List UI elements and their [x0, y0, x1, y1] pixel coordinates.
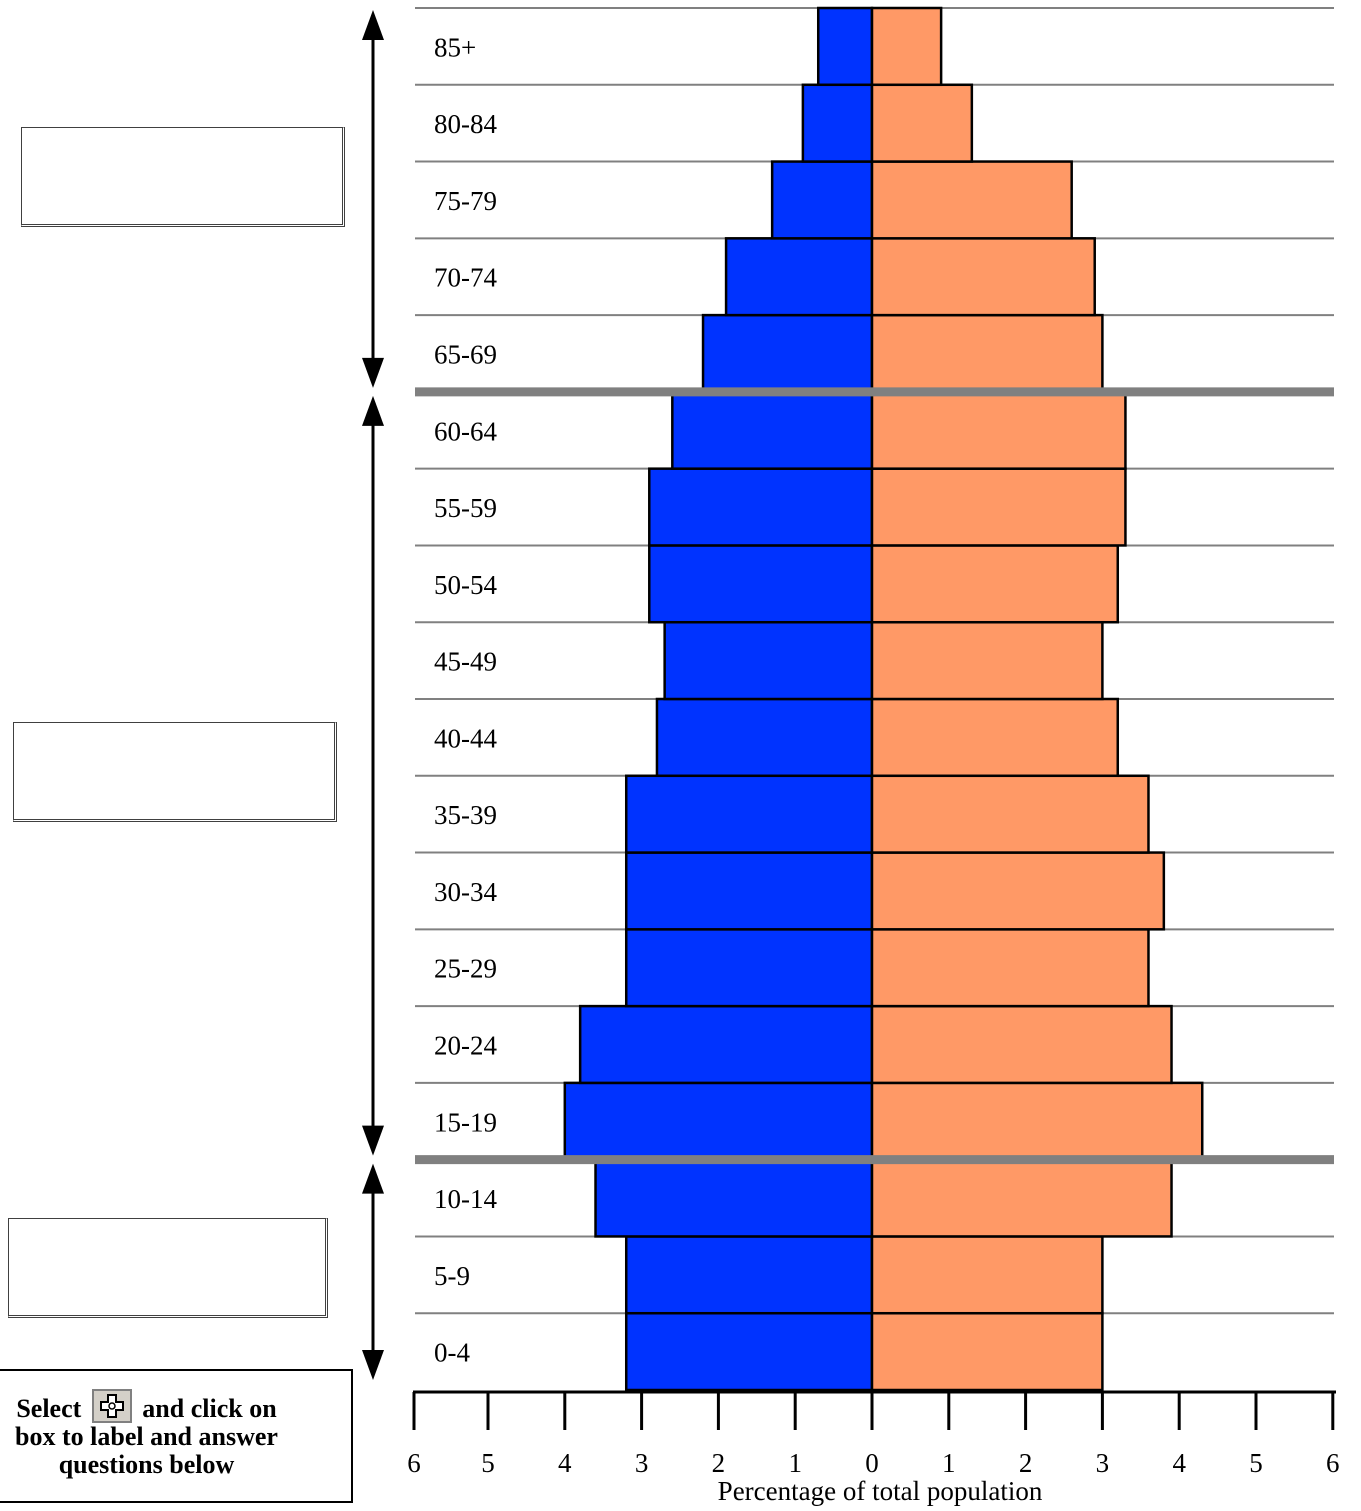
label-box-elderly[interactable] [21, 127, 345, 227]
bar-right-30-34 [870, 851, 1166, 931]
x-axis-label: Percentage of total population [718, 1476, 1043, 1506]
age-label: 40-44 [434, 723, 497, 753]
arrow-down-icon [362, 1350, 384, 1380]
age-label: 50-54 [434, 570, 497, 600]
bar-left-10-14 [594, 1158, 874, 1238]
bar-left-5-9 [624, 1235, 874, 1315]
age-label: 35-39 [434, 800, 497, 830]
instruction-text-2: and click on [142, 1394, 277, 1423]
age-label: 10-14 [434, 1184, 497, 1214]
bar-left-50-54 [648, 544, 874, 624]
x-tick-label: 4 [558, 1448, 572, 1478]
label-box-young[interactable] [8, 1218, 328, 1318]
bar-right-35-39 [870, 774, 1150, 854]
x-tick-label: 6 [407, 1448, 421, 1478]
age-label: 5-9 [434, 1261, 470, 1291]
arrow-down-icon [362, 357, 384, 388]
age-label: 30-34 [434, 877, 497, 907]
x-tick-label: 2 [1019, 1448, 1033, 1478]
age-label: 85+ [434, 32, 476, 62]
x-tick-label: 1 [942, 1448, 956, 1478]
age-label: 55-59 [434, 493, 497, 523]
x-tick-label: 2 [712, 1448, 726, 1478]
age-label: 20-24 [434, 1031, 497, 1061]
bar-right-20-24 [870, 1004, 1173, 1085]
instruction-text-1: Select [16, 1394, 82, 1423]
arrow-down-icon [362, 1125, 384, 1156]
bar-left-75-79 [770, 160, 874, 240]
bar-right-80-84 [870, 83, 974, 163]
age-label: 75-79 [434, 186, 497, 216]
instructions-box: Select and click on box to label and ans… [0, 1369, 353, 1503]
bar-right-55-59 [870, 467, 1127, 547]
age-label: 70-74 [434, 263, 497, 293]
x-tick-label: 6 [1326, 1448, 1340, 1478]
bar-right-5-9 [870, 1235, 1104, 1315]
bar-left-30-34 [624, 851, 874, 931]
bar-right-45-49 [870, 620, 1104, 701]
bar-right-10-14 [870, 1158, 1173, 1238]
bar-right-85+ [870, 6, 943, 87]
arrow-up-icon [362, 1163, 384, 1194]
bar-left-85+ [816, 6, 874, 87]
age-label: 65-69 [434, 340, 497, 370]
x-tick-label: 1 [788, 1448, 802, 1478]
bar-right-70-74 [870, 237, 1096, 317]
age-label: 60-64 [434, 416, 497, 446]
arrow-up-icon [362, 395, 384, 426]
bar-right-15-19 [870, 1081, 1204, 1161]
x-tick-label: 3 [635, 1448, 649, 1478]
instruction-text-3: box to label and answer [15, 1422, 278, 1451]
bar-left-20-24 [578, 1004, 874, 1085]
bar-right-75-79 [870, 160, 1073, 240]
x-tick-label: 5 [481, 1448, 495, 1478]
bar-right-65-69 [870, 313, 1104, 394]
x-tick-label: 0 [865, 1448, 879, 1478]
bar-right-60-64 [870, 390, 1127, 470]
bar-left-60-64 [671, 390, 874, 470]
age-label: 0-4 [434, 1338, 470, 1368]
label-box-working-age[interactable] [13, 722, 337, 822]
bar-left-80-84 [801, 83, 874, 163]
bar-left-15-19 [563, 1081, 874, 1161]
bar-left-65-69 [701, 313, 874, 394]
bar-right-0-4 [870, 1311, 1104, 1392]
move-tool-icon [91, 1389, 132, 1423]
bar-left-70-74 [724, 237, 874, 317]
bar-left-0-4 [624, 1311, 874, 1392]
instruction-text-4: questions below [58, 1450, 235, 1479]
age-label: 80-84 [434, 109, 497, 139]
bar-right-40-44 [870, 697, 1120, 778]
bar-right-25-29 [870, 928, 1150, 1008]
bar-left-25-29 [624, 928, 874, 1008]
bar-left-35-39 [624, 774, 874, 854]
age-label: 45-49 [434, 647, 497, 677]
bar-left-45-49 [663, 620, 874, 701]
age-label: 15-19 [434, 1107, 497, 1137]
x-tick-label: 4 [1172, 1448, 1186, 1478]
x-tick-label: 5 [1249, 1448, 1263, 1478]
bar-left-55-59 [648, 467, 874, 547]
arrow-up-icon [362, 10, 384, 40]
x-tick-label: 3 [1096, 1448, 1110, 1478]
bar-left-40-44 [655, 697, 874, 778]
age-label: 25-29 [434, 954, 497, 984]
bar-right-50-54 [870, 544, 1120, 624]
